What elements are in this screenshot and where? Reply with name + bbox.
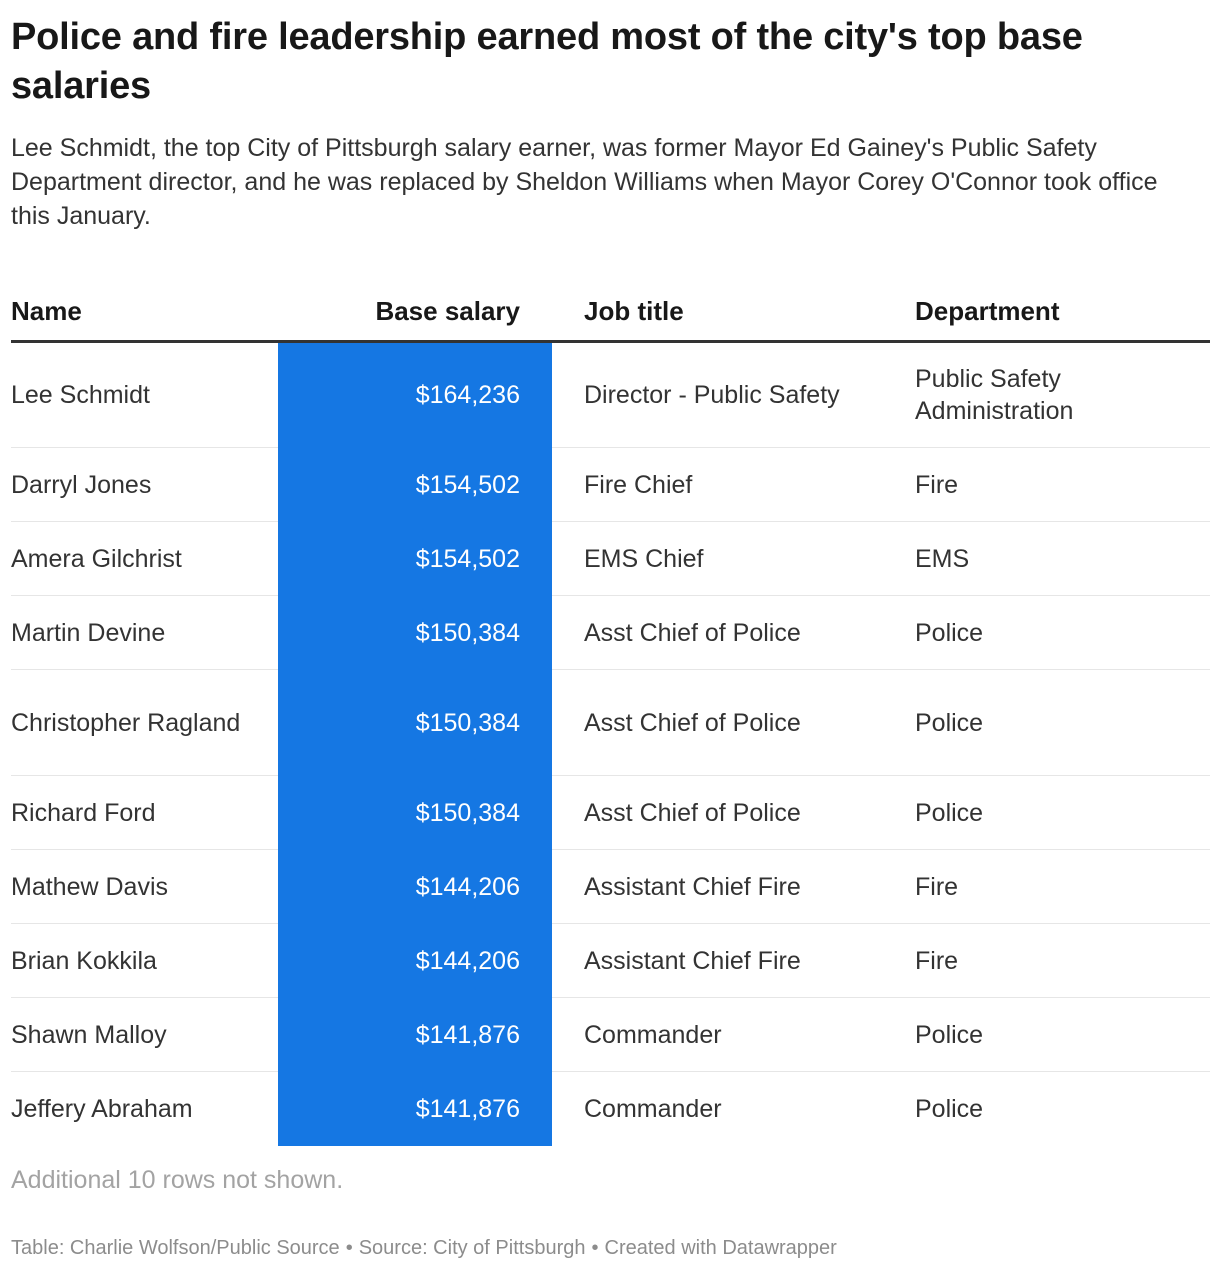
table-row: Mathew Davis $144,206 Assistant Chief Fi… [11, 849, 1210, 924]
cell-department: Fire [883, 923, 1210, 998]
footer-separator: • [345, 1237, 353, 1259]
cell-job-title: Asst Chief of Police [552, 775, 883, 850]
cell-department: Police [883, 595, 1210, 670]
created-with-link[interactable]: Created with Datawrapper [604, 1237, 837, 1259]
footer-separator: • [591, 1237, 599, 1259]
chart-subtitle: Lee Schmidt, the top City of Pittsburgh … [11, 134, 1158, 230]
table-header-row: Name Base salary Job title Department [11, 282, 1210, 343]
cell-name: Amera Gilchrist [11, 521, 278, 596]
cell-job-title: Commander [584, 1094, 722, 1123]
cell-department: Police [915, 1094, 984, 1123]
cell-department: Police [883, 775, 1210, 850]
table-row: Martin Devine $150,384 Asst Chief of Pol… [11, 595, 1210, 670]
cell-base-salary: $144,206 [278, 849, 552, 924]
cell-job-title: Asst Chief of Police [552, 595, 883, 670]
cell-name: Brian Kokkila [11, 923, 278, 998]
table-row: Amera Gilchrist $154,502 EMS Chief EMS [11, 521, 1210, 596]
column-header-job-title[interactable]: Job title [552, 282, 883, 343]
cell-base-salary: $164,236 [278, 341, 552, 448]
column-header-department[interactable]: Department [883, 282, 1210, 343]
cell-job-title: Assistant Chief Fire [552, 923, 883, 998]
cell-job-title: Assistant Chief Fire [552, 849, 883, 924]
source-link[interactable]: Source: City of Pittsburgh [358, 1237, 586, 1259]
cell-name: Shawn Malloy [11, 997, 278, 1072]
cell-department: Fire [883, 849, 1210, 924]
cell-department: Police [883, 669, 1210, 776]
table-row: Darryl Jones $154,502 Fire Chief Fire [11, 447, 1210, 522]
column-header-base-salary[interactable]: Base salary [278, 282, 552, 343]
table-row: Richard Ford $150,384 Asst Chief of Poli… [11, 775, 1210, 850]
cell-base-salary: $141,876 [278, 997, 552, 1072]
salary-table: Name Base salary Job title Department Le… [11, 282, 1210, 1146]
cell-name: Christopher Ragland [11, 669, 278, 776]
cell-department: Fire [883, 447, 1210, 522]
cell-base-salary: $154,502 [278, 521, 552, 596]
table-body: Lee Schmidt $164,236 Director - Public S… [11, 341, 1210, 1146]
cell-name: Darryl Jones [11, 447, 278, 522]
cell-department: EMS [883, 521, 1210, 596]
chart-footer: Table: Charlie Wolfson/Public Source • Sou… [11, 1237, 837, 1260]
cell-job-title: EMS Chief [552, 521, 883, 596]
cell-base-salary: $150,384 [278, 775, 552, 850]
chart-title: Police and fire leadership earned most o… [11, 16, 1083, 107]
cell-name: Lee Schmidt [11, 341, 278, 448]
cell-name: Martin Devine [11, 595, 278, 670]
table-row: Christopher Ragland $150,384 Asst Chief … [11, 669, 1210, 776]
cell-name: Mathew Davis [11, 849, 278, 924]
cell-base-salary: $150,384 [278, 595, 552, 670]
cell-name: Richard Ford [11, 775, 278, 850]
chart-container: Police and fire leadership earned most o… [11, 0, 1210, 1259]
cell-base-salary: $150,384 [278, 669, 552, 776]
cell-base-salary: $141,876 [278, 1071, 552, 1146]
table-credit: Table: Charlie Wolfson/Public Source [11, 1237, 340, 1259]
cell-department: Police [883, 997, 1210, 1072]
table-row: Shawn Malloy $141,876 Commander Police [11, 997, 1210, 1072]
table-row: Brian Kokkila $144,206 Assistant Chief F… [11, 923, 1210, 998]
column-header-name[interactable]: Name [11, 282, 278, 343]
cell-job-title: Asst Chief of Police [552, 669, 883, 776]
cell-department: Public Safety Administration [883, 341, 1210, 448]
cell-base-salary: $154,502 [278, 447, 552, 522]
cell-name: Jeffery Abraham [11, 1094, 193, 1123]
cell-job-title: Commander [552, 997, 883, 1072]
table-row: Jeffery Abraham $141,876 Commander Polic… [11, 1071, 1210, 1146]
table-row: Lee Schmidt $164,236 Director - Public S… [11, 341, 1210, 448]
cell-job-title: Fire Chief [552, 447, 883, 522]
rows-not-shown-note: Additional 10 rows not shown. [11, 1166, 344, 1194]
cell-base-salary: $144,206 [278, 923, 552, 998]
cell-job-title: Director - Public Safety [552, 341, 883, 448]
